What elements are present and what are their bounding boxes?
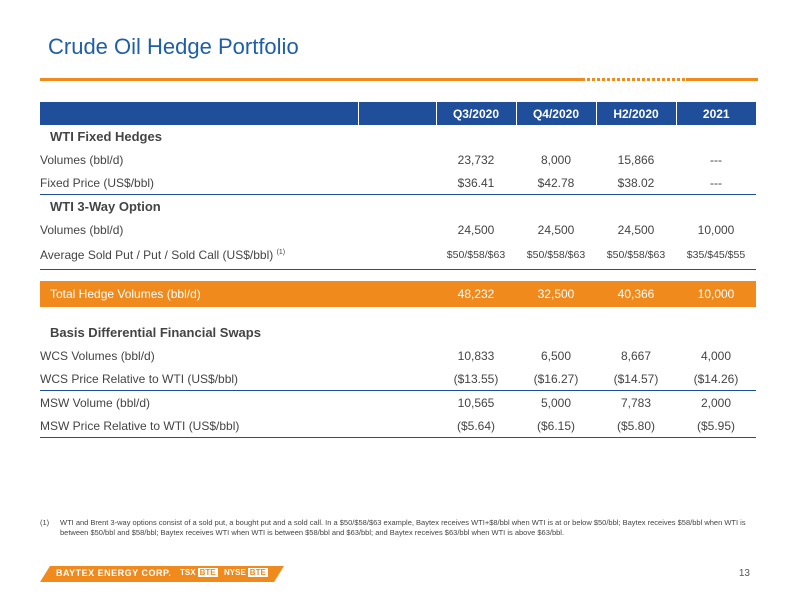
table-row: Volumes (bbl/d) 23,732 8,000 15,866 --- [40,148,756,171]
footer-brand-bar: BAYTEX ENERGY CORP. TSX BTE | NYSE BTE [40,566,284,582]
cell-value: ($5.95) [676,414,756,438]
cell-value: ($14.26) [676,367,756,391]
footer-bar-shape [40,566,284,582]
cell-value: 48,232 [436,281,516,307]
nyse-ticker: NYSE BTE [224,568,268,577]
cell-value: 32,500 [516,281,596,307]
table-row: WCS Volumes (bbl/d) 10,833 6,500 8,667 4… [40,344,756,367]
cell-value: 8,667 [620,348,652,363]
cell-value: 7,783 [620,395,652,410]
cell-value: 10,833 [457,348,495,363]
cell-value: ($14.57) [596,367,676,391]
cell-value: 4,000 [700,348,732,363]
tsx-ticker: TSX BTE [180,568,218,577]
row-label: MSW Volume (bbl/d) [40,395,151,410]
table-row: Average Sold Put / Put / Sold Call (US$/… [40,241,756,270]
header-2021: 2021 [675,102,756,125]
table-row: Fixed Price (US$/bbl) $36.41 $42.78 $38.… [40,171,756,195]
tsx-symbol: BTE [197,568,218,577]
section-title: Basis Differential Financial Swaps [50,325,261,340]
cell-value: --- [676,171,756,195]
page-number: 13 [738,568,750,579]
cell-value: $36.41 [436,171,516,195]
table-header-row: Q3/2020 Q4/2020 H2/2020 2021 [40,102,756,125]
nyse-symbol: BTE [247,568,268,577]
nyse-label: NYSE [224,568,246,577]
table-row: MSW Price Relative to WTI (US$/bbl) ($5.… [40,414,756,438]
section-wti-3way: WTI 3-Way Option [40,195,756,219]
row-label: Volumes (bbl/d) [40,222,124,237]
cell-value: ($5.80) [596,414,676,438]
footnote-ref: (1) [276,249,286,256]
footnote-mark: (1) [40,518,50,527]
cell-value: --- [710,152,722,167]
table-row: Volumes (bbl/d) 24,500 24,500 24,500 10,… [40,218,756,241]
page-title: Crude Oil Hedge Portfolio [48,34,299,59]
row-label: Average Sold Put / Put / Sold Call (US$/… [40,241,358,270]
cell-value: $50/$58/$63 [516,241,596,270]
section-title: WTI Fixed Hedges [50,129,162,144]
cell-value: 2,000 [700,395,732,410]
row-label: Total Hedge Volumes (bbl/d) [40,281,358,307]
ticker-separator: | [216,568,219,577]
row-label: Volumes (bbl/d) [40,152,124,167]
cell-value: $50/$58/$63 [436,241,516,270]
cell-value: 5,000 [540,395,572,410]
cell-value: $50/$58/$63 [596,241,676,270]
footnote: (1) WTI and Brent 3-way options consist … [40,518,752,538]
section-wti-fixed: WTI Fixed Hedges [40,125,756,148]
cell-value: 15,866 [617,152,655,167]
table-row: WCS Price Relative to WTI (US$/bbl) ($13… [40,367,756,391]
header-q4-2020: Q4/2020 [515,102,596,125]
cell-value: 24,500 [457,222,495,237]
cell-value: 23,732 [457,152,495,167]
header-blank [40,102,358,125]
cell-value: 10,000 [697,222,735,237]
cell-value: ($16.27) [516,367,596,391]
cell-value: 24,500 [537,222,575,237]
title-divider [40,78,758,81]
footnote-text: WTI and Brent 3-way options consist of a… [60,518,746,537]
row-label-text: Average Sold Put / Put / Sold Call (US$/… [40,248,274,262]
cell-value: 10,565 [457,395,495,410]
cell-value: $42.78 [516,171,596,195]
row-label: WCS Volumes (bbl/d) [40,348,155,363]
cell-value: ($13.55) [436,367,516,391]
section-title: WTI 3-Way Option [50,199,161,214]
section-basis: Basis Differential Financial Swaps [40,321,756,344]
cell-value: 40,366 [596,281,676,307]
table-row: MSW Volume (bbl/d) 10,565 5,000 7,783 2,… [40,391,756,415]
hedge-table: Q3/2020 Q4/2020 H2/2020 2021 WTI Fixed H… [40,102,756,438]
header-q3-2020: Q3/2020 [435,102,516,125]
row-label: WCS Price Relative to WTI (US$/bbl) [40,367,358,391]
company-logo-text: BAYTEX ENERGY CORP. [56,568,172,578]
cell-value: 10,000 [676,281,756,307]
tsx-label: TSX [180,568,196,577]
cell-value: 8,000 [540,152,572,167]
cell-value: ($5.64) [436,414,516,438]
cell-value: ($6.15) [516,414,596,438]
total-row: Total Hedge Volumes (bbl/d) 48,232 32,50… [40,281,756,307]
cell-value: 6,500 [540,348,572,363]
cell-value: $38.02 [596,171,676,195]
row-label: MSW Price Relative to WTI (US$/bbl) [40,414,358,438]
cell-value: 24,500 [617,222,655,237]
row-label: Fixed Price (US$/bbl) [40,171,358,195]
title-divider-hatch [582,78,686,81]
cell-value: $35/$45/$55 [676,241,756,270]
header-blank-2 [357,102,436,125]
header-h2-2020: H2/2020 [595,102,676,125]
